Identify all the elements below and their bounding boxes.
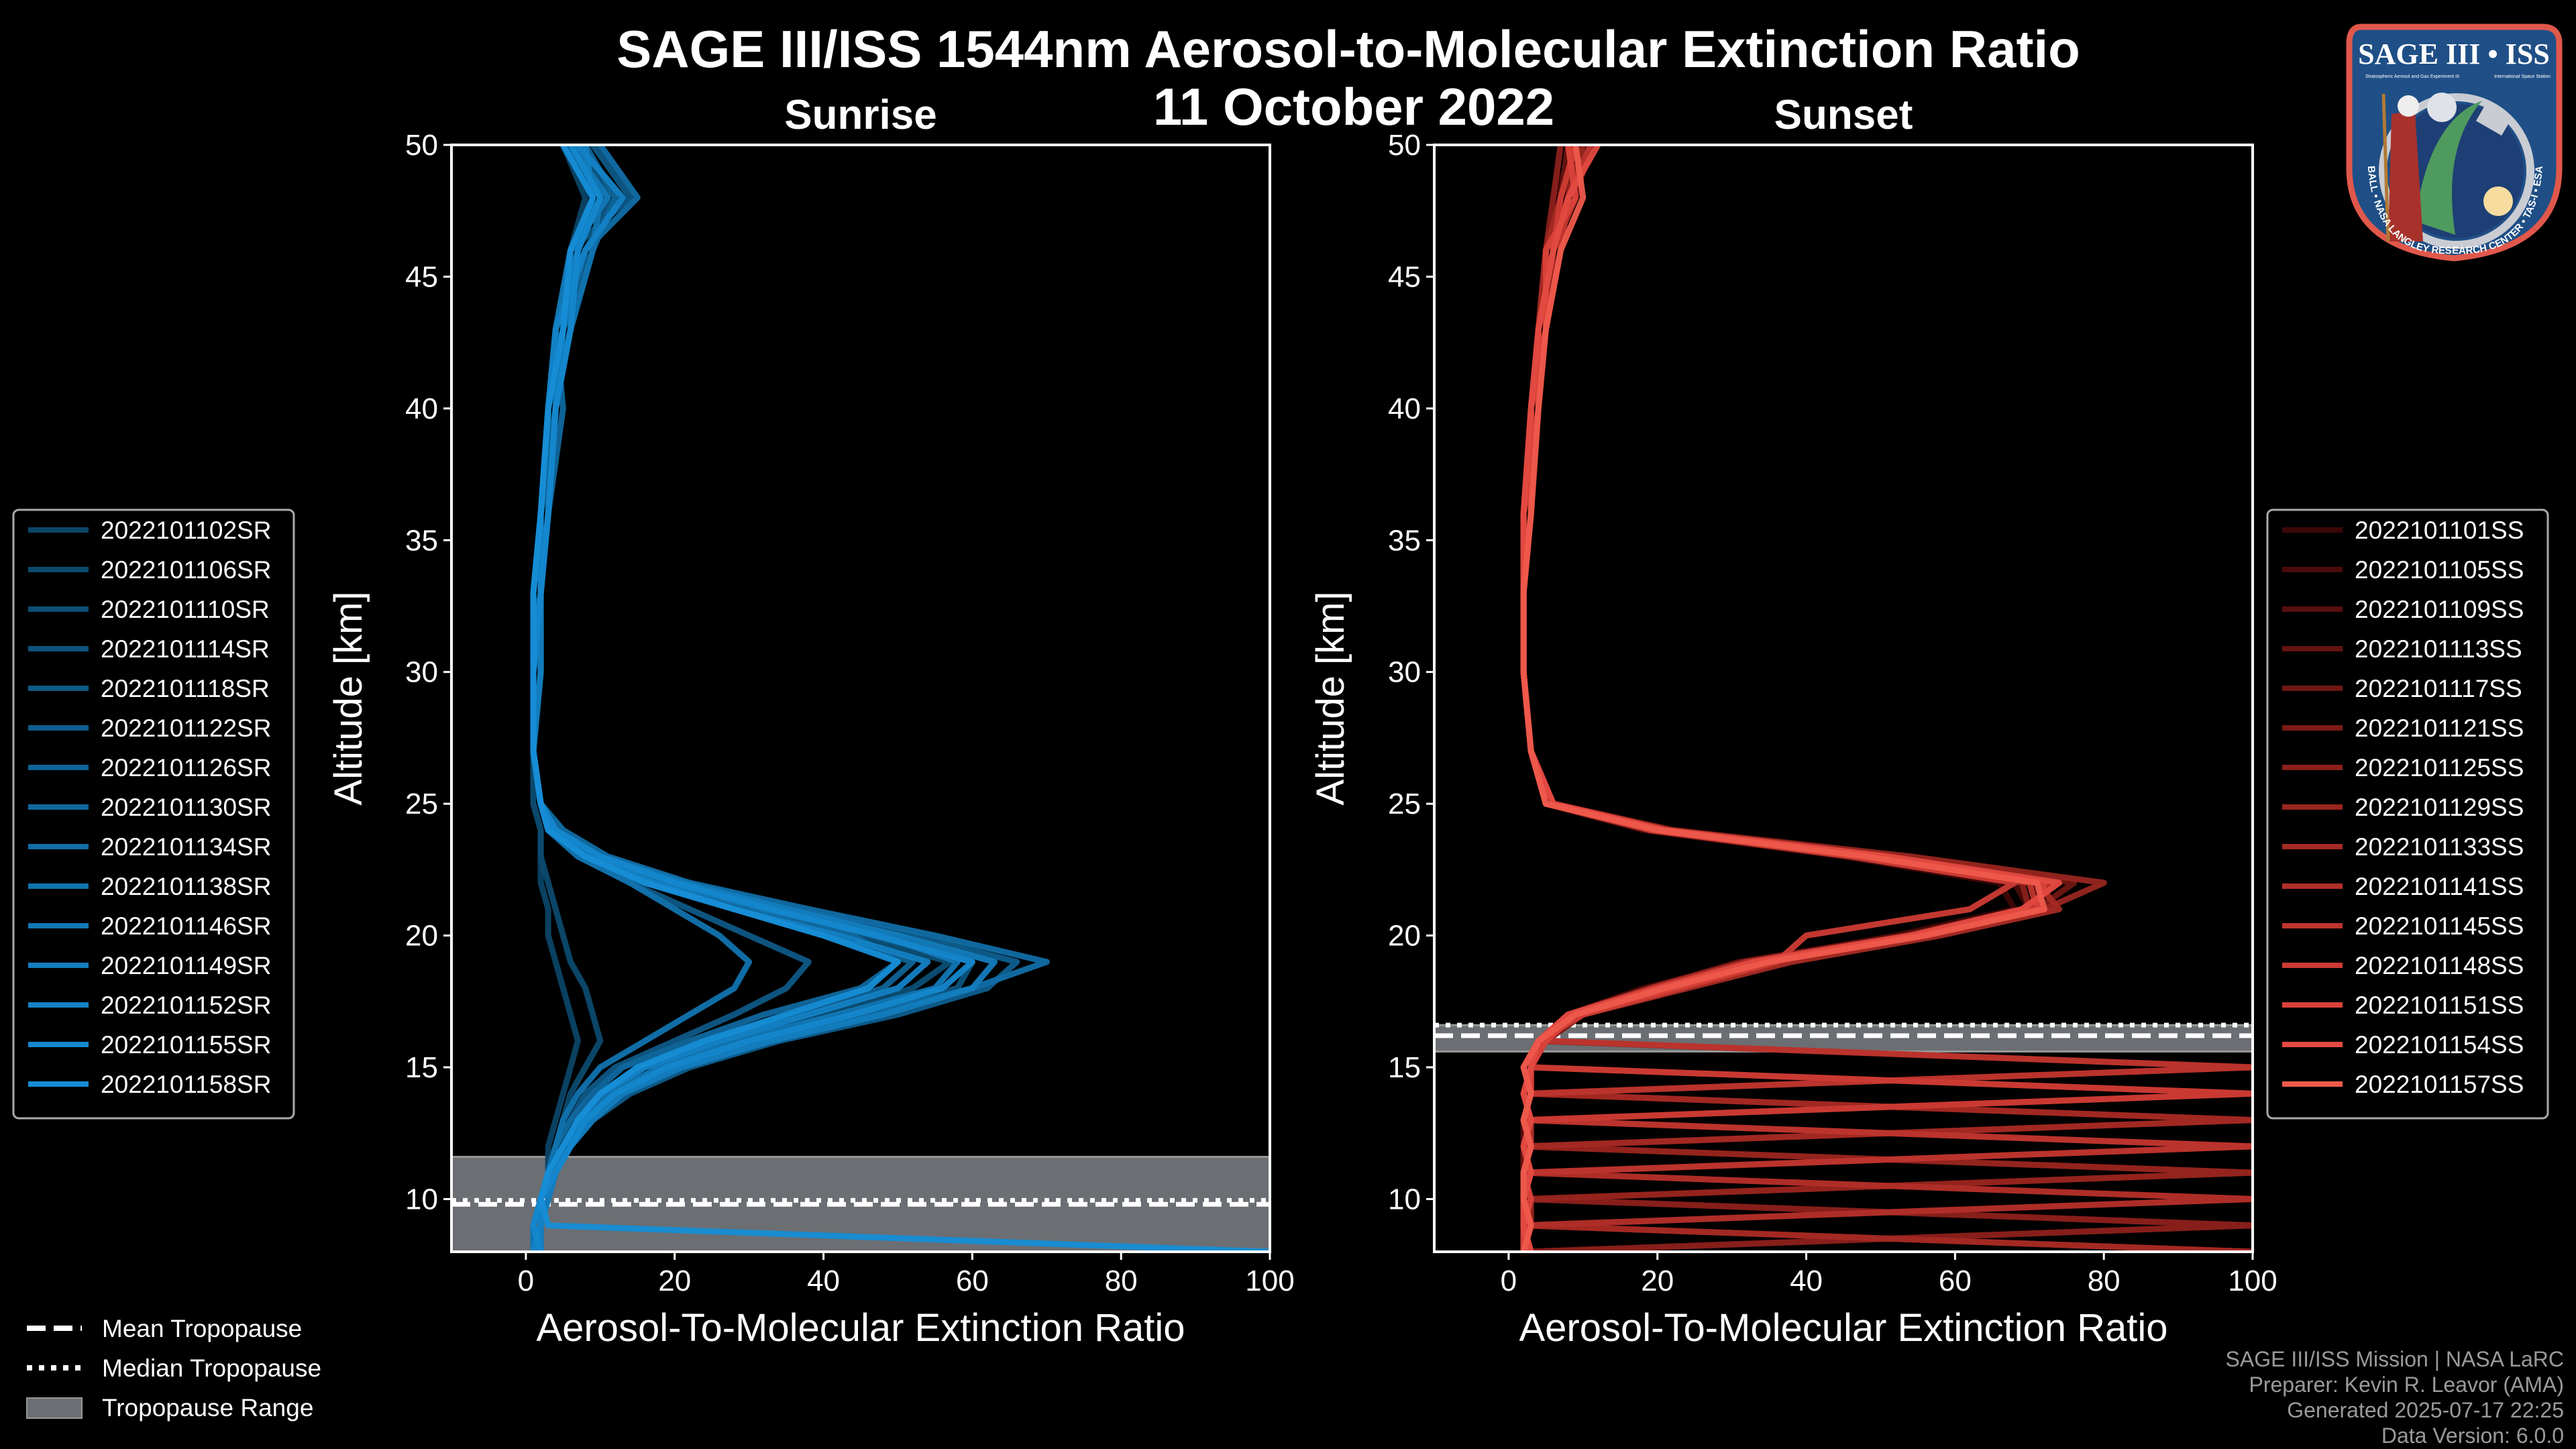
legend-label: 2022101126SR	[101, 754, 271, 782]
plot-area	[1434, 145, 2253, 1252]
legend-label: 2022101130SR	[101, 794, 271, 821]
y-tick-label: 30	[1388, 656, 1421, 689]
legend-mean-tropopause: Mean Tropopause	[102, 1315, 302, 1342]
legend-label: 2022101101SS	[2355, 517, 2524, 544]
y-tick-label: 50	[1388, 129, 1421, 162]
legend-label: 2022101122SR	[101, 714, 271, 742]
legend-label: 2022101125SS	[2355, 754, 2524, 782]
legend-label: 2022101158SR	[101, 1071, 271, 1098]
x-tick-label: 80	[2088, 1265, 2121, 1297]
legend-label: 2022101152SR	[101, 991, 271, 1019]
legend-label: 2022101102SR	[101, 517, 271, 544]
legend-label: 2022101109SS	[2355, 596, 2524, 623]
legend-label: 2022101138SR	[101, 873, 271, 900]
y-tick-label: 20	[405, 920, 438, 953]
y-tick-label: 15	[405, 1051, 438, 1084]
legend-label: 2022101141SS	[2355, 873, 2524, 900]
y-axis-label: Altitude [km]	[1309, 591, 1352, 805]
x-tick-label: 60	[956, 1265, 989, 1297]
x-axis-label: Aerosol-To-Molecular Extinction Ratio	[1519, 1306, 2167, 1350]
x-tick-label: 80	[1105, 1265, 1138, 1297]
footer-generated: Generated 2025-07-17 22:25	[2287, 1398, 2564, 1422]
panel-title-sunset: Sunset	[1774, 92, 1913, 138]
legend-label: 2022101155SR	[101, 1031, 271, 1059]
x-tick-label: 20	[1641, 1265, 1674, 1297]
legend-label: 2022101121SS	[2355, 714, 2524, 742]
y-tick-label: 25	[405, 788, 438, 820]
sage-iii-iss-logo: SAGE III • ISS Stratospheric Aerosol and…	[2346, 23, 2563, 262]
y-tick-label: 20	[1388, 920, 1421, 953]
legend-label: 2022101110SR	[101, 596, 270, 623]
y-tick-label: 40	[1388, 392, 1421, 425]
logo-title: SAGE III • ISS	[2358, 38, 2550, 70]
legend-sunrise: 2022101102SR 2022101106SR 2022101110SR 2022…	[12, 508, 295, 1120]
legend-label: 2022101114SR	[101, 635, 270, 663]
legend-label: 2022101146SR	[101, 912, 271, 940]
plot-content	[451, 145, 1270, 1252]
x-tick-label: 0	[1501, 1265, 1517, 1297]
plot-frame	[450, 144, 1271, 1253]
y-tick-label: 40	[405, 392, 438, 425]
y-tick-label: 15	[1388, 1051, 1421, 1084]
y-tick-label: 50	[405, 129, 438, 162]
legend-label: 2022101118SR	[101, 675, 270, 702]
y-tick-label: 30	[405, 656, 438, 689]
footer-mission: SAGE III/ISS Mission | NASA LaRC	[2226, 1347, 2564, 1371]
legend-label: 2022101133SS	[2355, 833, 2524, 861]
y-tick-label: 45	[405, 260, 438, 293]
panel-sunset: 0 20 40 60 80 100 10 15 20 25 30 35 40 45 50 Aerosol-To…	[1309, 129, 2277, 1350]
legend-tropopause-range: Tropopause Range	[102, 1394, 313, 1421]
y-tick-label: 35	[405, 524, 438, 557]
legend-label: 2022101105SS	[2355, 556, 2524, 584]
x-tick-label: 100	[2228, 1265, 2277, 1297]
panel-sunrise: 0 20 40 60 80 100 10 15 20 25 30 35 40 45 50 Aerosol-To…	[327, 129, 1295, 1350]
plot-frame	[1433, 144, 2254, 1253]
footer: SAGE III/ISS Mission | NASA LaRC Prepare…	[2226, 1347, 2564, 1448]
legend-label: 2022101129SS	[2355, 794, 2524, 821]
legend-label: 2022101106SR	[101, 556, 271, 584]
x-tick-label: 0	[518, 1265, 534, 1297]
logo-left-caption: Stratospheric Aerosol and Gas Experiment…	[2365, 74, 2459, 79]
series-line-2022101155SR	[530, 145, 975, 1252]
x-tick-label: 40	[807, 1265, 840, 1297]
y-tick-label: 25	[1388, 788, 1421, 820]
logo-right-caption: International Space Station	[2494, 74, 2551, 79]
series-line-2022101158SR	[530, 145, 1270, 1252]
legend-label: 2022101151SS	[2355, 991, 2524, 1019]
y-tick-label: 35	[1388, 524, 1421, 557]
y-tick-label: 45	[1388, 260, 1421, 293]
series-line-2022101157SS	[1520, 145, 2047, 1252]
footer-data-version: Data Version: 6.0.0	[2381, 1424, 2564, 1448]
tropopause-range-swatch	[26, 1397, 83, 1419]
legend-label: 2022101134SR	[101, 833, 271, 861]
panel-title-sunrise: Sunrise	[784, 92, 936, 138]
x-tick-label: 20	[658, 1265, 691, 1297]
x-tick-label: 100	[1245, 1265, 1294, 1297]
y-tick-label: 10	[405, 1183, 438, 1216]
legend-label: 2022101157SS	[2355, 1071, 2524, 1098]
legend-label: 2022101113SS	[2355, 635, 2522, 663]
y-axis-label: Altitude [km]	[327, 591, 370, 805]
legend-label: 2022101154SS	[2355, 1031, 2524, 1059]
legend-sunset: 2022101101SS 2022101105SS 2022101109SS 2022…	[2266, 508, 2549, 1120]
plot-content	[1434, 145, 2253, 1252]
chart-subtitle: 11 October 2022	[1153, 77, 1554, 136]
x-tick-label: 60	[1939, 1265, 1972, 1297]
tropopause-legend: Mean Tropopause Median Tropopause Tropop…	[26, 1315, 321, 1421]
y-tick-label: 10	[1388, 1183, 1421, 1216]
chart-title: SAGE III/ISS 1544nm Aerosol-to-Molecular…	[616, 19, 2080, 78]
footer-preparer: Preparer: Kevin R. Leavor (AMA)	[2249, 1373, 2565, 1397]
legend-label: 2022101145SS	[2355, 912, 2524, 940]
legend-label: 2022101117SS	[2355, 675, 2522, 702]
legend-label: 2022101148SS	[2355, 952, 2524, 979]
x-tick-label: 40	[1790, 1265, 1823, 1297]
legend-median-tropopause: Median Tropopause	[102, 1354, 321, 1382]
legend-label: 2022101149SR	[101, 952, 271, 979]
x-axis-label: Aerosol-To-Molecular Extinction Ratio	[536, 1306, 1185, 1350]
